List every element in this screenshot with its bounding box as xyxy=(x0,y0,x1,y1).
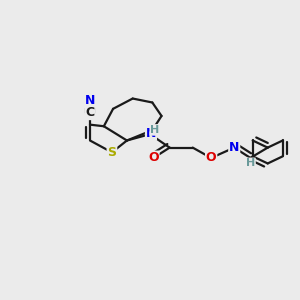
Text: H: H xyxy=(246,158,255,168)
Text: S: S xyxy=(107,146,116,159)
Text: N: N xyxy=(146,127,156,140)
Text: O: O xyxy=(206,152,217,164)
Text: N: N xyxy=(85,94,95,107)
Text: C: C xyxy=(85,106,94,119)
Text: N: N xyxy=(229,141,239,154)
Text: H: H xyxy=(150,125,160,135)
Text: O: O xyxy=(148,152,159,164)
